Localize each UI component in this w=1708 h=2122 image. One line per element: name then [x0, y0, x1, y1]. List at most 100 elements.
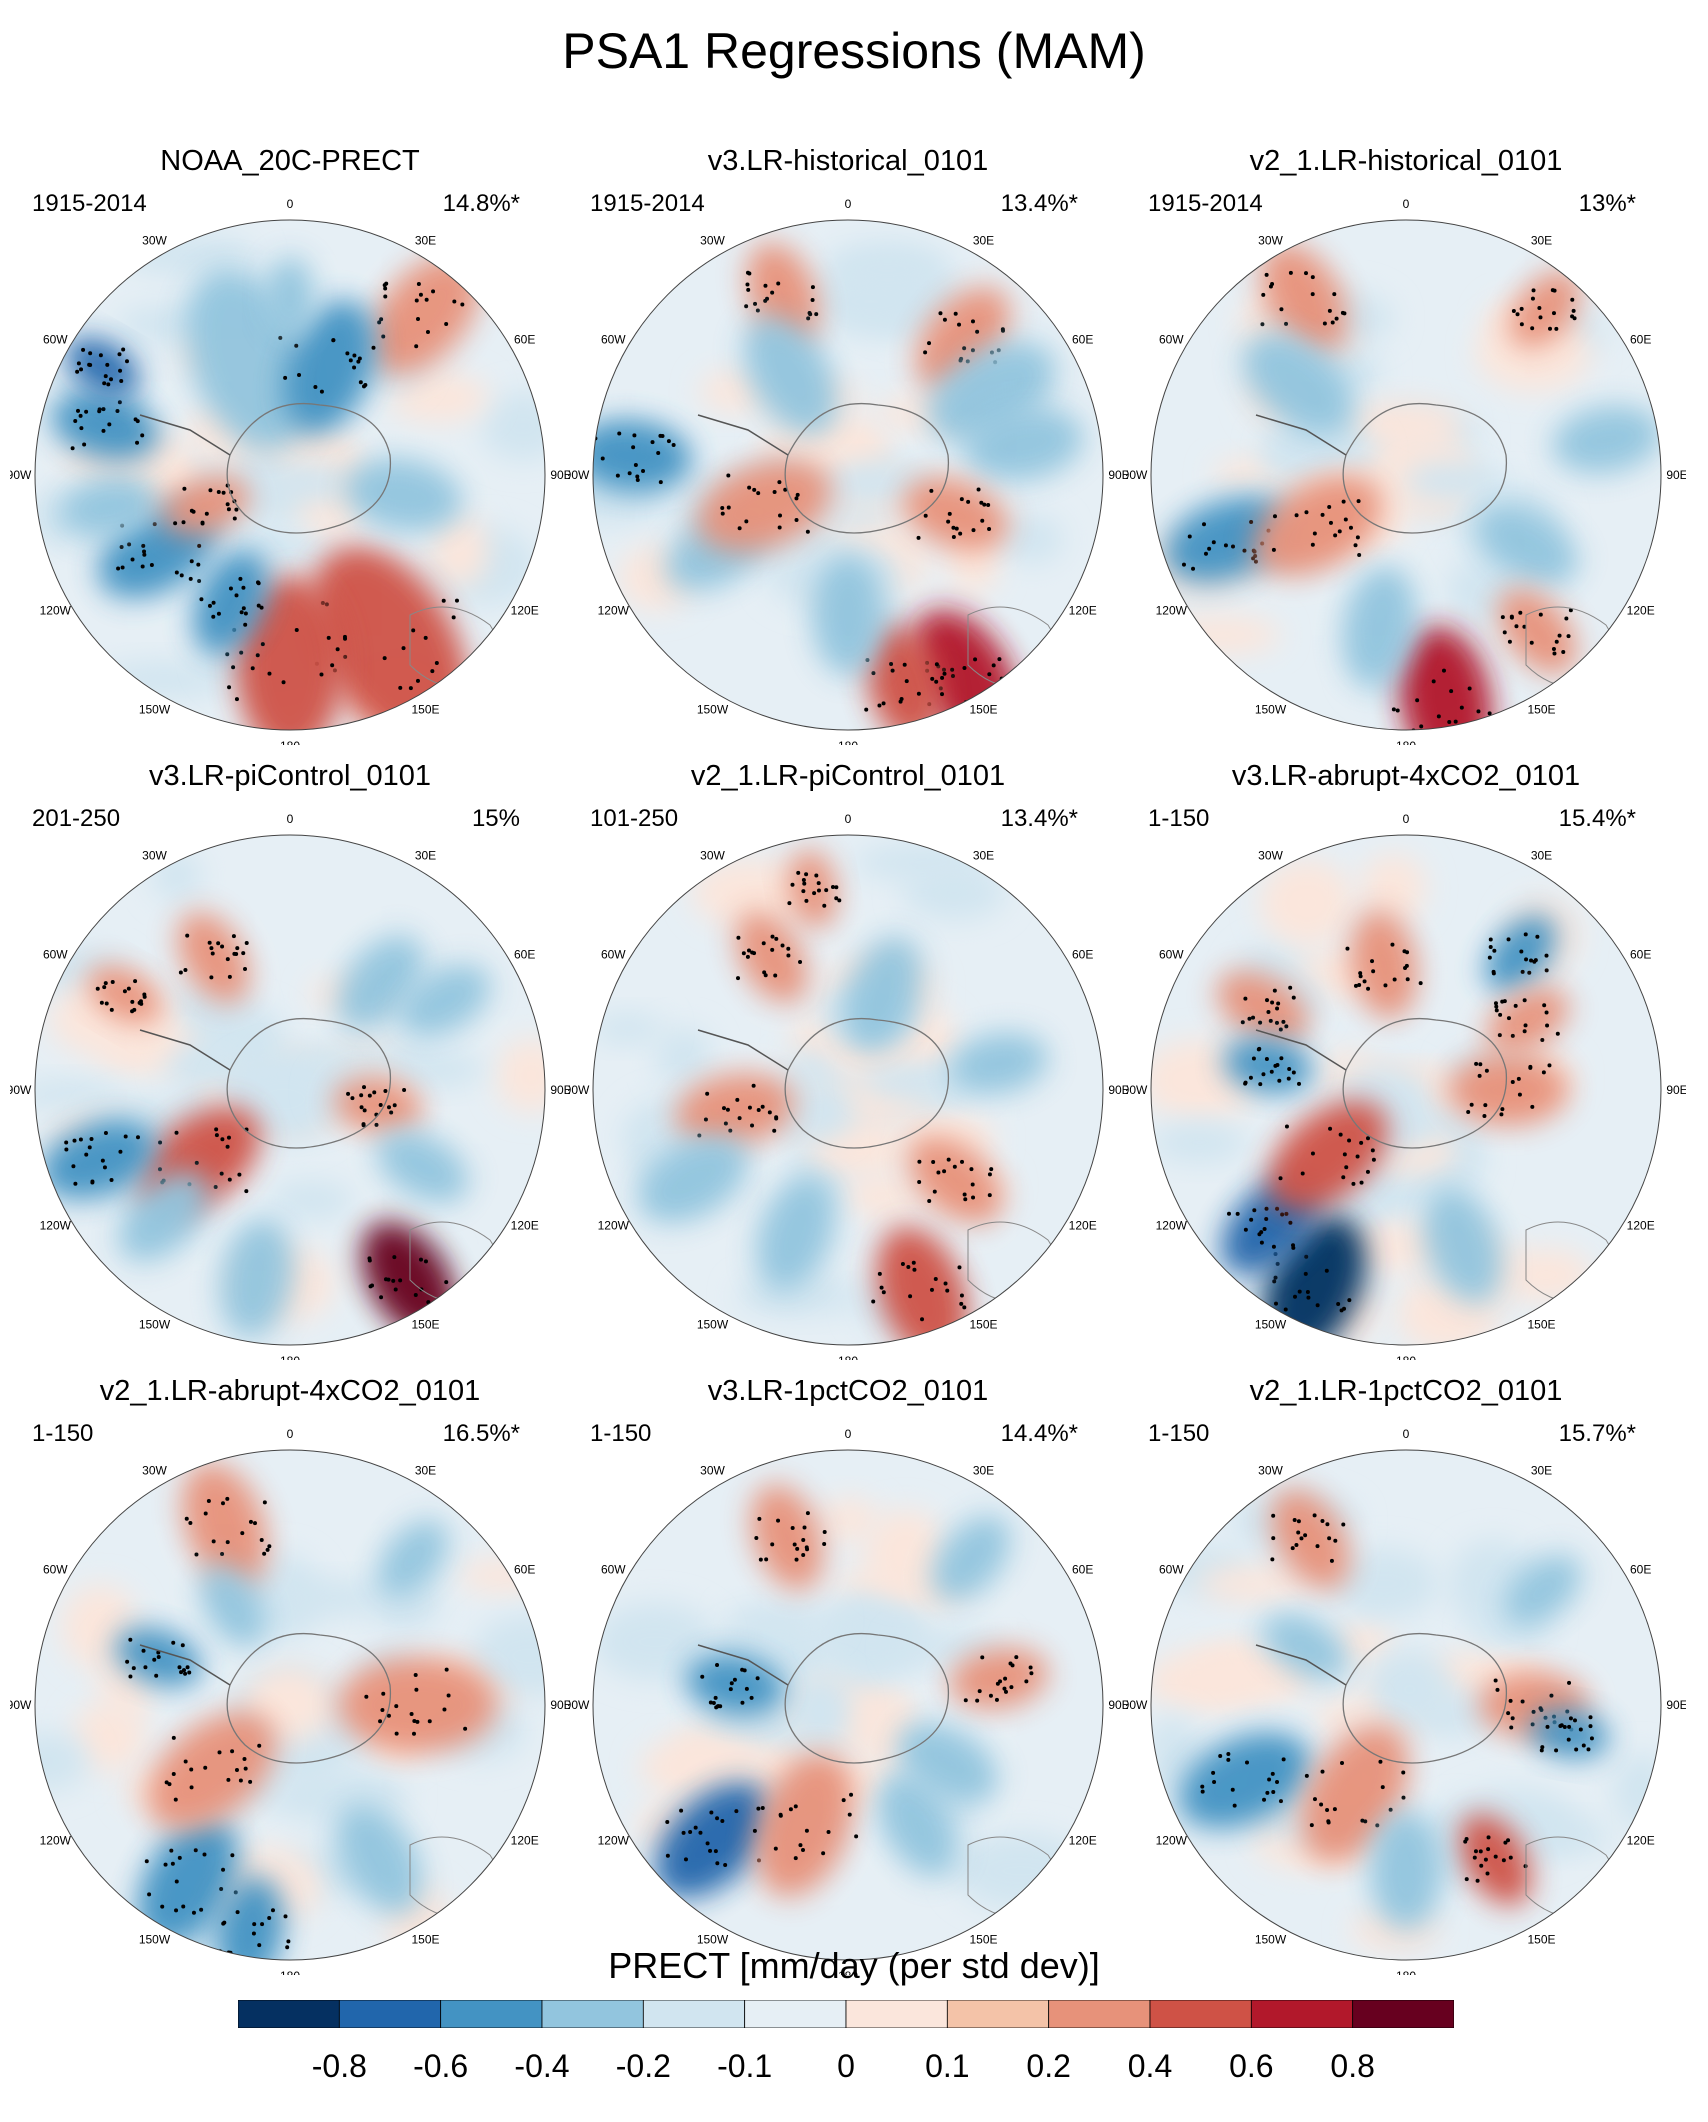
significance-dot — [1483, 1857, 1488, 1862]
significance-dot — [1497, 1033, 1502, 1038]
significance-dot — [683, 1857, 688, 1862]
significance-dot — [130, 999, 135, 1004]
longitude-label: 180 — [838, 739, 858, 745]
significance-dot — [394, 1731, 399, 1736]
significance-dot — [1517, 1092, 1522, 1097]
significance-dot — [1486, 1847, 1491, 1852]
significance-dot — [697, 1133, 702, 1138]
significance-dot — [1360, 1818, 1365, 1823]
significance-dot — [135, 1135, 140, 1140]
significance-dot — [774, 1116, 779, 1121]
significance-dot — [963, 1197, 968, 1202]
anomaly-blob — [638, 1135, 749, 1223]
significance-dot — [367, 1093, 372, 1098]
longitude-label: 120W — [1156, 1834, 1188, 1848]
significance-dot — [822, 903, 827, 908]
significance-dot — [971, 528, 976, 533]
significance-dot — [755, 308, 760, 313]
longitude-label: 0 — [287, 197, 294, 211]
significance-dot — [1383, 983, 1388, 988]
significance-dot — [227, 685, 232, 690]
longitude-label: 60W — [601, 1563, 626, 1577]
significance-dot — [239, 610, 244, 615]
anomaly-blob — [376, 1130, 469, 1203]
significance-dot — [933, 1277, 938, 1282]
longitude-label: 150E — [411, 1318, 439, 1332]
significance-dot — [140, 564, 145, 569]
significance-dot — [934, 679, 939, 684]
significance-dot — [814, 873, 819, 878]
significance-dot — [1235, 1211, 1240, 1216]
significance-dot — [1315, 1303, 1320, 1308]
significance-dot — [1506, 937, 1511, 942]
antarctica-coastline — [784, 1633, 950, 1764]
significance-dot — [1278, 1027, 1283, 1032]
significance-dot — [182, 1668, 187, 1673]
significance-dot — [1207, 546, 1212, 551]
significance-dot — [437, 1304, 442, 1309]
significance-dot — [225, 957, 230, 962]
significance-dot — [413, 1673, 418, 1678]
significance-dot — [780, 943, 785, 948]
significance-dot — [232, 516, 237, 521]
significance-dot — [1551, 646, 1556, 651]
significance-dot — [423, 635, 428, 640]
significance-dot — [359, 1105, 364, 1110]
significance-dot — [1275, 1779, 1280, 1784]
significance-dot — [1495, 1687, 1500, 1692]
significance-dot — [174, 1908, 179, 1913]
significance-dot — [202, 1852, 207, 1857]
significance-dot — [184, 1516, 189, 1521]
map-panel: 0 30E 60E 90E 120E 150E 180 150W 120W 90W 60W 30W v3… — [568, 145, 1128, 745]
significance-dot — [1355, 1154, 1360, 1159]
significance-dot — [102, 985, 107, 990]
significance-dot — [1203, 551, 1208, 556]
significance-dot — [207, 603, 212, 608]
significance-dot — [408, 686, 413, 691]
significance-dot — [180, 1643, 185, 1648]
longitude-label: 30W — [1258, 848, 1283, 862]
anomaly-blob — [1242, 333, 1355, 437]
panel-period: 1915-2014 — [1148, 190, 1263, 217]
significance-dot — [1257, 1046, 1262, 1051]
significance-dot — [1251, 556, 1256, 561]
significance-dot — [744, 304, 749, 309]
significance-dot — [1395, 708, 1400, 713]
significance-dot — [1200, 1789, 1205, 1794]
significance-dot — [934, 662, 939, 667]
significance-dot — [1371, 1157, 1376, 1162]
significance-dot — [463, 666, 468, 671]
significance-dot — [1297, 1081, 1302, 1086]
significance-dot — [1270, 1000, 1275, 1005]
longitude-label: 60E — [1630, 333, 1651, 347]
significance-dot — [398, 685, 403, 690]
significance-dot — [1531, 1709, 1536, 1714]
anomaly-blob — [137, 1817, 239, 1946]
texture-blob — [736, 1276, 863, 1316]
significance-dot — [1567, 1724, 1572, 1729]
antarctica-coastline — [1342, 1018, 1508, 1149]
significance-dot — [1370, 959, 1375, 964]
significance-dot — [197, 543, 202, 548]
colorbar-swatch — [541, 2000, 644, 2028]
significance-dot — [109, 377, 114, 382]
significance-dot — [988, 1693, 993, 1698]
longitude-label: 180 — [280, 1354, 300, 1360]
map-panel: 0 30E 60E 90E 120E 150E 180 150W 120W 90W 60W 30W v2… — [10, 1375, 570, 1975]
significance-dot — [1261, 292, 1266, 297]
significance-dot — [1262, 1226, 1267, 1231]
anomaly-blob — [398, 964, 491, 1037]
longitude-label: 60W — [1159, 333, 1184, 347]
significance-dot — [1275, 1063, 1280, 1068]
significance-dot — [238, 576, 243, 581]
significance-dot — [133, 979, 138, 984]
longitude-label: 90E — [550, 468, 570, 482]
significance-dot — [101, 428, 106, 433]
significance-dot — [708, 1700, 713, 1705]
significance-dot — [241, 585, 246, 590]
anomaly-blob — [51, 390, 160, 461]
significance-dot — [248, 1519, 253, 1524]
anomaly-blob — [949, 1647, 1049, 1710]
significance-dot — [734, 1809, 739, 1814]
significance-dot — [810, 285, 815, 290]
